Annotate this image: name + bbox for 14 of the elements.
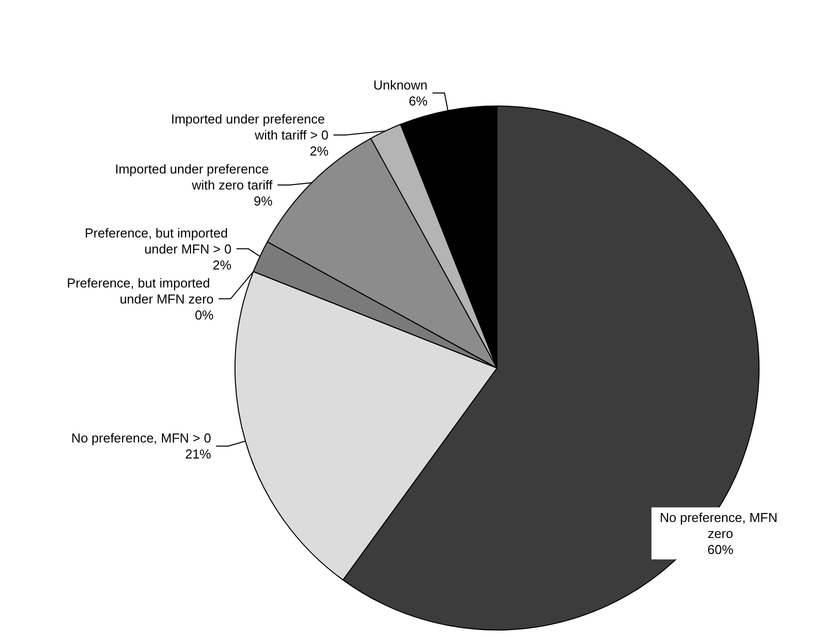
legend-label: Preference, but imported under MFN zero bbox=[66, 275, 214, 306]
slice-label: Imported under preference with zero tariff bbox=[114, 161, 273, 192]
data-label: 2% bbox=[310, 143, 329, 158]
data-label: 6% bbox=[408, 93, 428, 108]
data-label: 9% bbox=[254, 193, 273, 208]
text: 0% bbox=[194, 307, 214, 322]
slice-label: No preference, MFN zero bbox=[660, 510, 782, 541]
data-label: 2% bbox=[212, 257, 232, 272]
data-label: 60% bbox=[707, 542, 734, 557]
data-label: 21% bbox=[185, 446, 212, 462]
slice-label: Unknown bbox=[373, 77, 428, 92]
slice-label: Imported under preference with tariff > 0 bbox=[170, 111, 329, 142]
slice-label: Preference, but imported under MFN > 0 bbox=[84, 225, 232, 256]
slice-label: No preference, MFN > 0 bbox=[71, 430, 212, 446]
